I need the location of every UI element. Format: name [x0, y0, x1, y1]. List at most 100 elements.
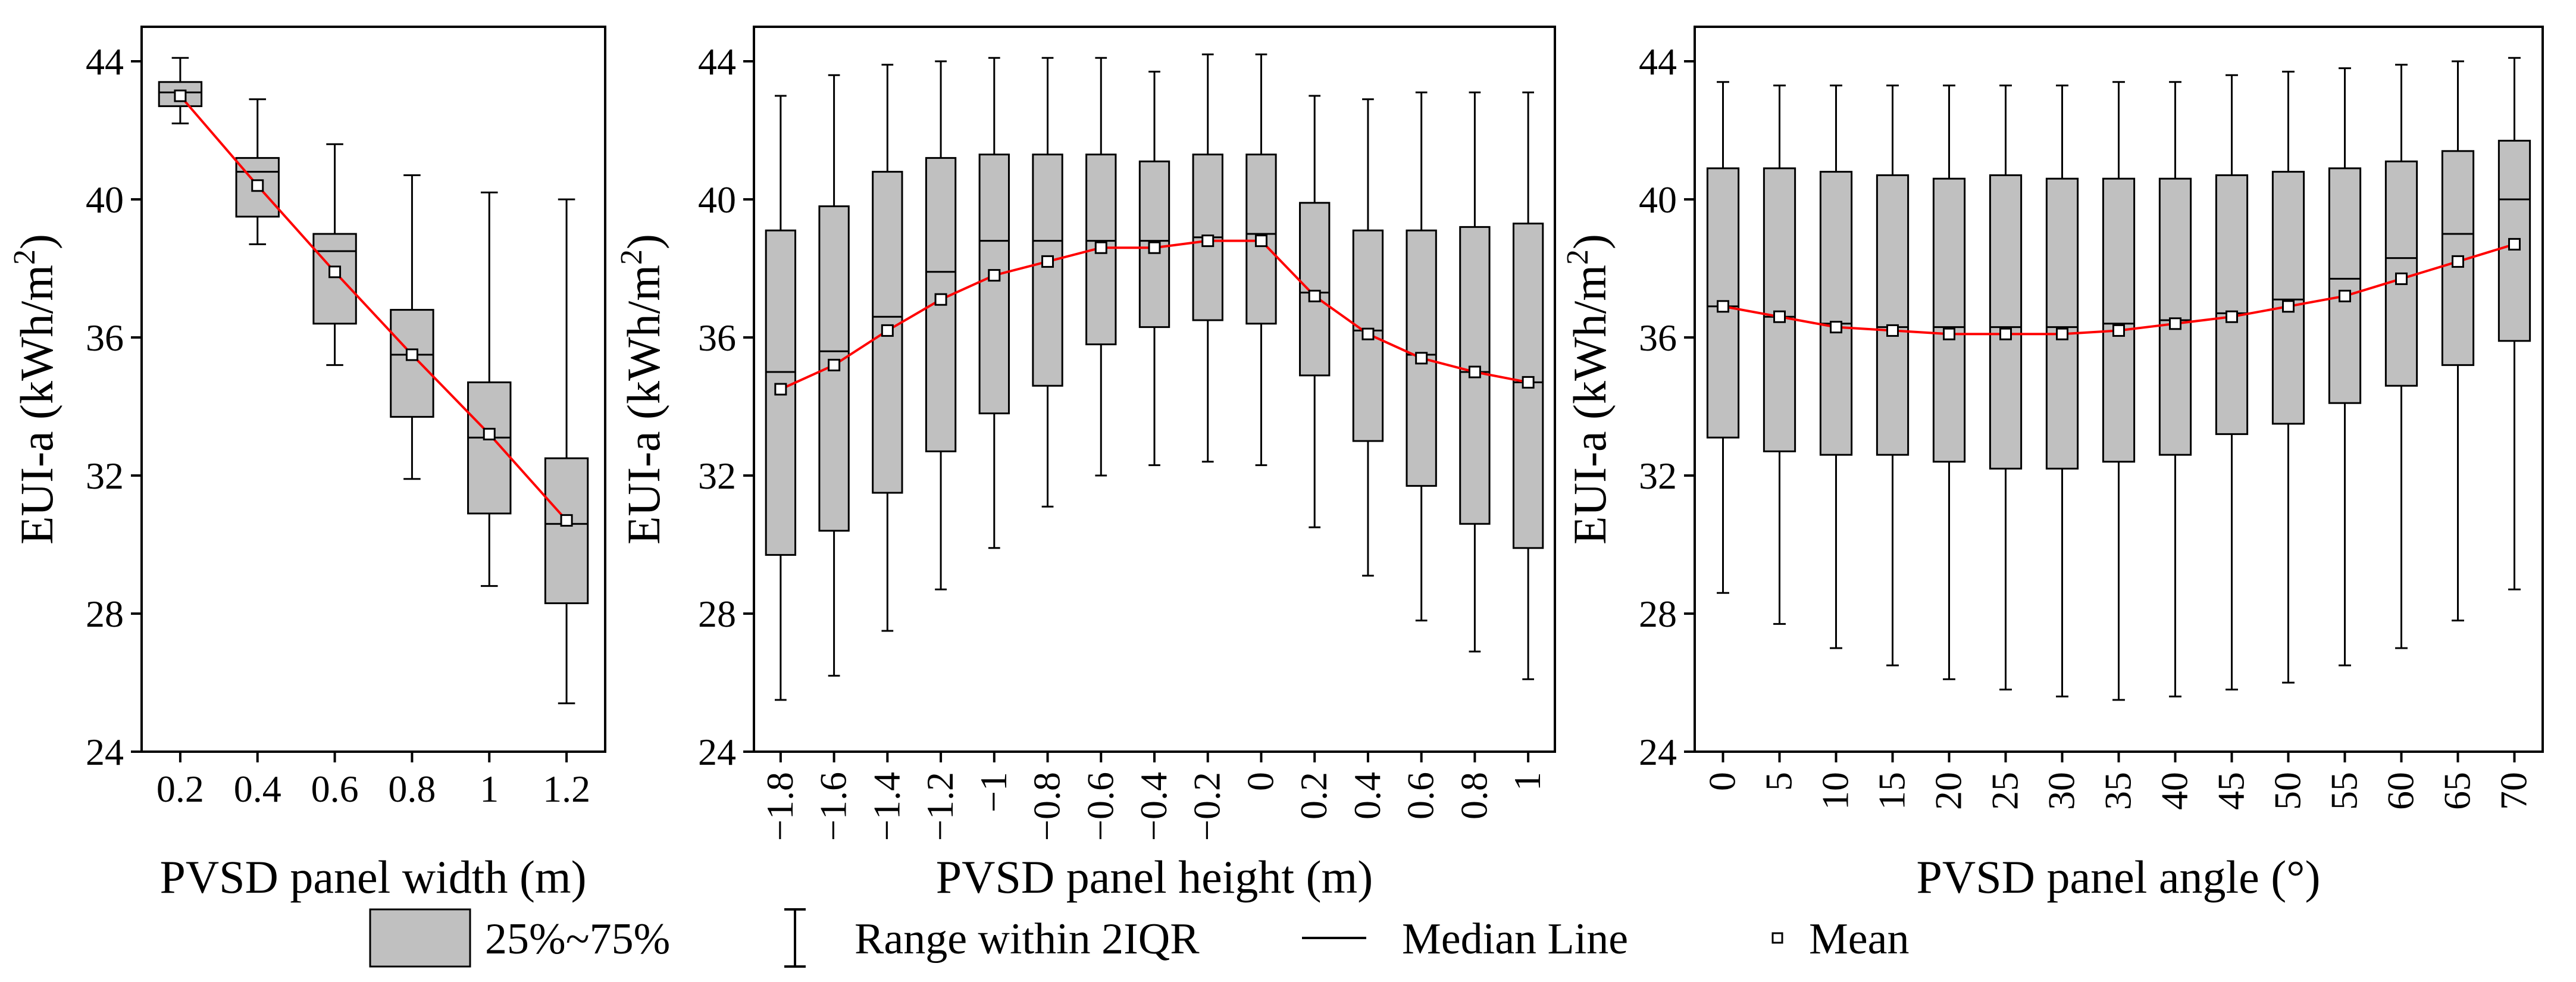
y-tick-label: 24	[1639, 731, 1677, 773]
x-tick-label: 65	[2436, 772, 2478, 810]
iqr-box	[1299, 202, 1331, 377]
mean-marker	[1886, 324, 1899, 337]
legend-mean-symbol	[1771, 932, 1783, 944]
iqr-box	[2102, 177, 2136, 463]
box-4	[978, 57, 1010, 549]
x-tick-label: 40	[2154, 772, 2196, 810]
y-tick-label: 44	[86, 40, 124, 83]
y-tick-label: 36	[1639, 317, 1677, 359]
x-tick-label: 0.6	[311, 768, 359, 810]
mean-marker	[483, 427, 496, 440]
panel-height: 24 28 32 36 40 44 −1.8 −1.6 −1.4 −1.2 −1 −0.8 −0.6 −0…	[615, 26, 1556, 903]
mean-marker	[1999, 327, 2012, 340]
x-tick-label: −0.6	[1079, 772, 1121, 841]
mean-marker	[1041, 255, 1054, 268]
iqr-box	[2158, 177, 2192, 456]
x-tick-label: 20	[1927, 772, 1970, 810]
iqr-box	[872, 171, 903, 494]
y-tick-label: 40	[1639, 179, 1677, 221]
y-tick-label: 28	[698, 593, 736, 635]
iqr-box	[467, 381, 512, 515]
y-tick-label: 44	[698, 40, 736, 83]
panel-angle: 24 28 32 36 40 44 0 5 10 15 20 25 30 35 40 45 50 55 60 65 70…	[1561, 26, 2544, 903]
box-0	[1706, 81, 1740, 594]
box-1	[235, 98, 280, 245]
x-tick-label: 60	[2380, 772, 2422, 810]
box-4	[1932, 85, 1966, 680]
iqr-box	[1932, 177, 1966, 463]
mean-marker	[1468, 365, 1481, 379]
x-tick-label: 35	[2097, 772, 2139, 810]
x-axis-label: PVSD panel height (m)	[936, 851, 1373, 903]
mean-marker	[2169, 317, 2181, 330]
box-13	[2441, 60, 2475, 622]
legend-range-symbol	[784, 908, 806, 968]
x-tick-label: 10	[1814, 772, 1857, 810]
iqr-box	[978, 154, 1010, 415]
x-tick-label: 0.8	[1453, 772, 1495, 820]
box-3	[390, 174, 434, 480]
x-tick-label: 1.2	[543, 768, 590, 810]
x-tick-label: 50	[2267, 772, 2309, 810]
iqr-box	[1819, 171, 1853, 456]
box-5	[1989, 85, 2023, 691]
x-tick-label: 30	[2040, 772, 2083, 810]
x-tick-label: 55	[2323, 772, 2365, 810]
x-tick-label: 0.2	[156, 768, 204, 810]
mean-marker	[2452, 255, 2464, 268]
mean-marker	[774, 383, 787, 396]
mean-marker	[405, 348, 418, 361]
box-5	[1032, 57, 1063, 508]
x-axis-label: PVSD panel width (m)	[159, 851, 586, 903]
y-tick-label: 32	[1639, 455, 1677, 497]
x-tick-label: 1	[480, 768, 499, 810]
mean-marker	[2282, 300, 2295, 313]
box-5	[544, 198, 589, 705]
legend-range-label: Range within 2IQR	[855, 915, 1200, 964]
x-tick-label: 0	[1701, 772, 1744, 791]
mean-marker	[828, 358, 841, 371]
box-2	[1819, 85, 1853, 649]
iqr-box	[1989, 174, 2023, 470]
x-tick-label: 0.8	[388, 768, 436, 810]
box-9	[1245, 53, 1277, 467]
mean-marker	[2339, 289, 2351, 302]
mean-marker	[1201, 234, 1215, 248]
box-3	[925, 60, 957, 590]
y-tick-label: 28	[86, 593, 124, 635]
x-tick-label: −1.2	[919, 772, 961, 841]
y-tick-label: 24	[86, 731, 124, 773]
iqr-box	[544, 457, 589, 605]
y-tick-label: 32	[698, 455, 736, 497]
mean-marker	[1717, 300, 1729, 313]
iqr-box	[1876, 174, 1910, 456]
mean-marker	[1254, 234, 1267, 248]
legend-mean-label: Mean	[1809, 915, 1910, 964]
box-6	[2045, 85, 2079, 698]
x-tick-label: −1.4	[865, 772, 907, 841]
iqr-box	[390, 309, 434, 418]
mean-marker	[1943, 327, 1955, 340]
iqr-box	[1032, 154, 1063, 387]
iqr-box	[1763, 167, 1796, 452]
x-tick-label: 0	[1239, 772, 1281, 791]
legend-median-label: Median Line	[1402, 915, 1628, 964]
y-tick-label: 32	[86, 455, 124, 497]
y-axis-label: EUI-a (kWh/m2)	[8, 234, 62, 545]
legend: 25%~75% Range within 2IQR Median Line Me…	[369, 908, 1910, 968]
box-12	[2384, 64, 2418, 649]
x-tick-label: −1	[972, 772, 1015, 812]
y-tick-label: 24	[698, 731, 736, 773]
box-10	[2271, 70, 2305, 684]
x-tick-label: 1	[1506, 772, 1548, 791]
y-tick-label: 44	[1639, 40, 1677, 83]
iqr-box	[2215, 174, 2249, 435]
box-14	[2497, 57, 2531, 590]
box-9	[2215, 74, 2249, 691]
mean-trend-line	[179, 95, 568, 521]
x-tick-label: −0.2	[1186, 772, 1228, 841]
box-1	[818, 74, 850, 677]
legend-box-swatch	[369, 908, 471, 968]
legend-box-label: 25%~75%	[485, 915, 670, 964]
